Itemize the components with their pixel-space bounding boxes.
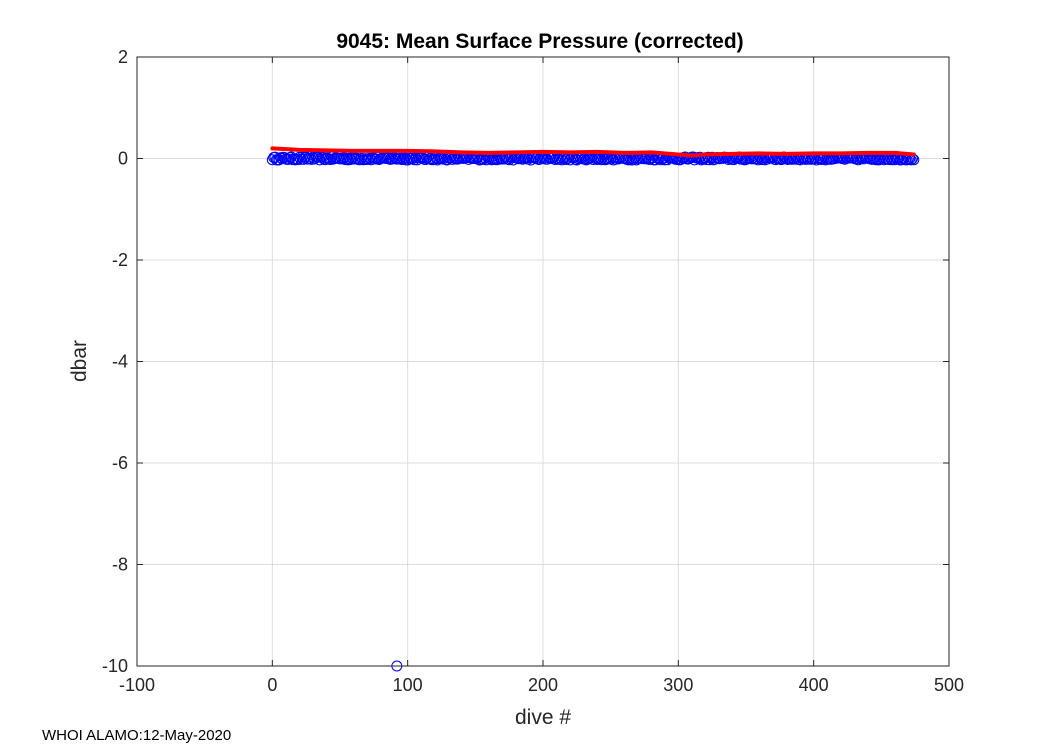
y-tick-label: 0 — [118, 149, 128, 169]
axis-ticks — [136, 56, 950, 667]
y-tick-labels: 2 0 -2 -4 -6 -8 -10 — [102, 47, 128, 676]
x-tick-labels: -100 0 100 200 300 400 500 — [119, 675, 964, 695]
x-axis-label: dive # — [515, 706, 571, 729]
y-tick-label: -2 — [112, 250, 128, 270]
blue-marker — [591, 154, 603, 166]
x-tick-label: 200 — [528, 675, 558, 695]
blue-marker — [316, 151, 328, 163]
y-tick-label: 2 — [118, 47, 128, 67]
y-tick-label: -6 — [112, 453, 128, 473]
y-axis-label: dbar — [68, 340, 91, 382]
blue-marker — [341, 152, 353, 164]
x-tick-label: 0 — [267, 675, 277, 695]
blue-marker — [283, 153, 295, 165]
x-tick-label: 500 — [934, 675, 964, 695]
x-tick-label: -100 — [119, 675, 155, 695]
red-line — [270, 146, 916, 158]
footer-stamp: WHOI ALAMO:12-May-2020 — [42, 727, 232, 744]
y-tick-label: -10 — [102, 656, 128, 676]
x-tick-label: 100 — [393, 675, 423, 695]
y-tick-label: -4 — [112, 352, 128, 372]
x-tick-label: 400 — [799, 675, 829, 695]
x-tick-label: 300 — [663, 675, 693, 695]
y-tick-label: -8 — [112, 555, 128, 575]
blue-marker — [706, 151, 718, 163]
chart-title: 9045: Mean Surface Pressure (corrected) — [336, 30, 743, 53]
blue-marker — [560, 153, 572, 165]
blue-marker — [419, 154, 431, 166]
red-line-series — [270, 146, 916, 158]
blue-marker — [345, 153, 357, 165]
